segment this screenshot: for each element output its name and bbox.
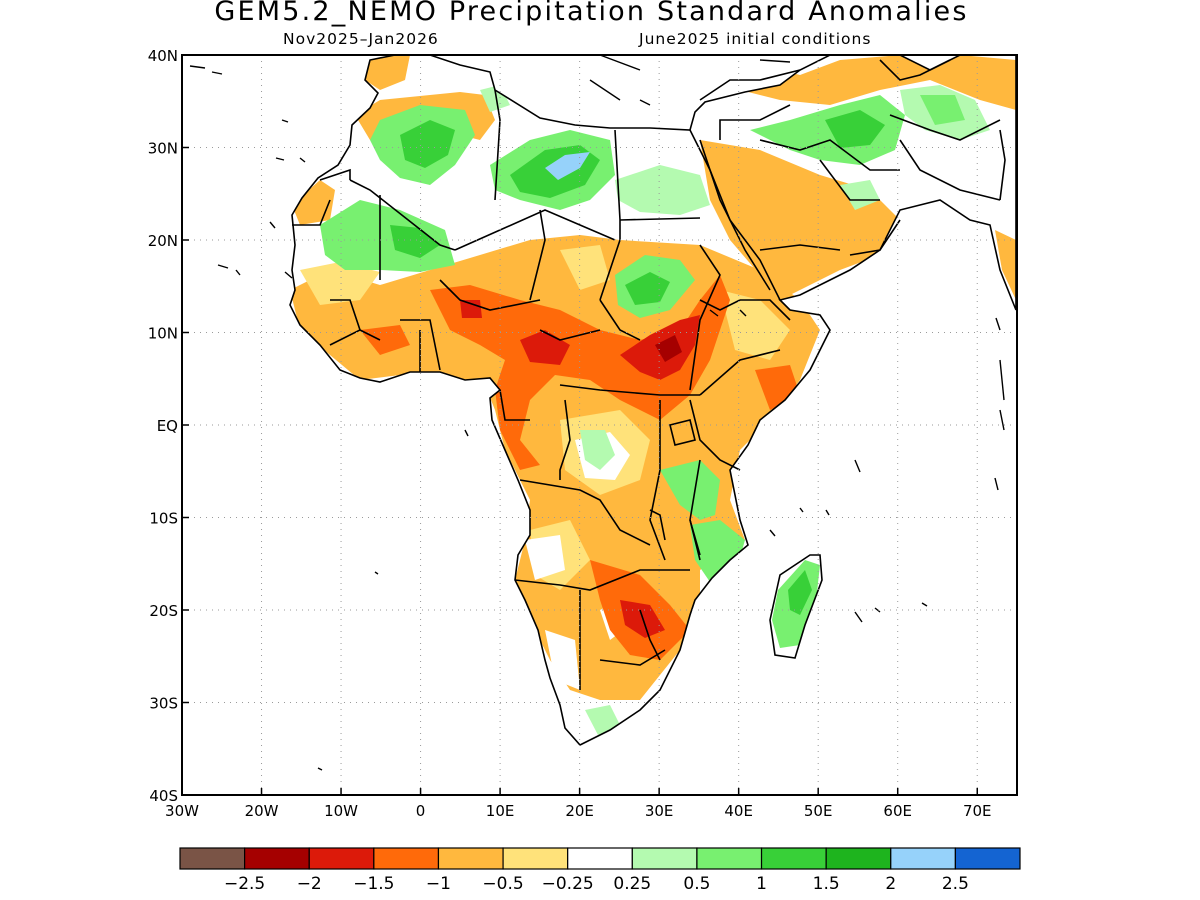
lon-tick-label: 30E (645, 802, 674, 820)
colorbar-swatch (502, 847, 569, 870)
initial-conditions-label: June2025 initial conditions (639, 30, 872, 48)
colorbar-swatch (954, 847, 1021, 870)
island-specks (189, 54, 1005, 771)
anomaly-shading (290, 55, 1016, 745)
lat-tick-label: 40S (149, 787, 178, 805)
map-title: GEM5.2_NEMO Precipitation Standard Anoma… (214, 0, 969, 27)
colorbar-label: 1 (756, 874, 767, 894)
period-label: Nov2025–Jan2026 (283, 30, 439, 48)
colorbar-swatch (567, 847, 633, 870)
colorbar-label: −2 (297, 874, 322, 894)
lon-tick-label: 20W (245, 802, 279, 820)
colorbar-swatch (308, 847, 375, 870)
colorbar-label: −2.5 (224, 874, 265, 894)
colorbar-label: −0.25 (542, 874, 594, 894)
latitude-labels: 40N 30N 20N 10N EQ 10S 20S 30S 40S (148, 47, 189, 805)
lon-tick-label: 0 (416, 802, 426, 820)
lon-tick-label: 10E (486, 802, 515, 820)
lon-tick-label: 50E (804, 802, 833, 820)
lon-tick-label: 10W (324, 802, 358, 820)
lat-tick-label: 10N (148, 325, 178, 343)
longitude-labels: 30W 20W 10W 0 10E 20E 30E 40E 50E 60E 70E (165, 788, 992, 820)
lat-tick-label: 20S (149, 602, 178, 620)
lat-tick-label: 30N (148, 140, 178, 158)
lon-tick-label: 30W (165, 802, 199, 820)
colorbar: −2.5 −2 −1.5 −1 −0.5 −0.25 0.25 0.5 1 1.5 2 2.5 (179, 847, 1021, 894)
colorbar-swatch (631, 847, 698, 870)
lat-tick-label: 30S (149, 695, 178, 713)
colorbar-swatch (825, 847, 892, 870)
colorbar-label: −0.5 (482, 874, 523, 894)
lat-tick-label: EQ (157, 417, 178, 435)
colorbar-label: 0.25 (613, 874, 651, 894)
lat-tick-label: 10S (149, 510, 178, 528)
colorbar-swatch (244, 847, 310, 870)
colorbar-label: 0.5 (683, 874, 710, 894)
coastlines-and-borders (289, 54, 1017, 746)
lat-tick-label: 20N (148, 232, 178, 250)
lon-tick-label: 40E (724, 802, 753, 820)
colorbar-label: −1 (426, 874, 451, 894)
colorbar-swatch (760, 847, 827, 870)
colorbar-label: −1.5 (353, 874, 394, 894)
lon-tick-label: 70E (963, 802, 992, 820)
colorbar-swatch (437, 847, 504, 870)
colorbar-swatch (696, 847, 763, 870)
colorbar-swatch (179, 847, 246, 870)
lon-tick-label: 20E (565, 802, 594, 820)
colorbar-label: 2 (885, 874, 896, 894)
lat-tick-label: 40N (148, 47, 178, 65)
colorbar-swatch (373, 847, 440, 870)
colorbar-label: 2.5 (942, 874, 969, 894)
lon-tick-label: 60E (883, 802, 912, 820)
colorbar-swatch (890, 847, 956, 870)
colorbar-label: 1.5 (813, 874, 840, 894)
